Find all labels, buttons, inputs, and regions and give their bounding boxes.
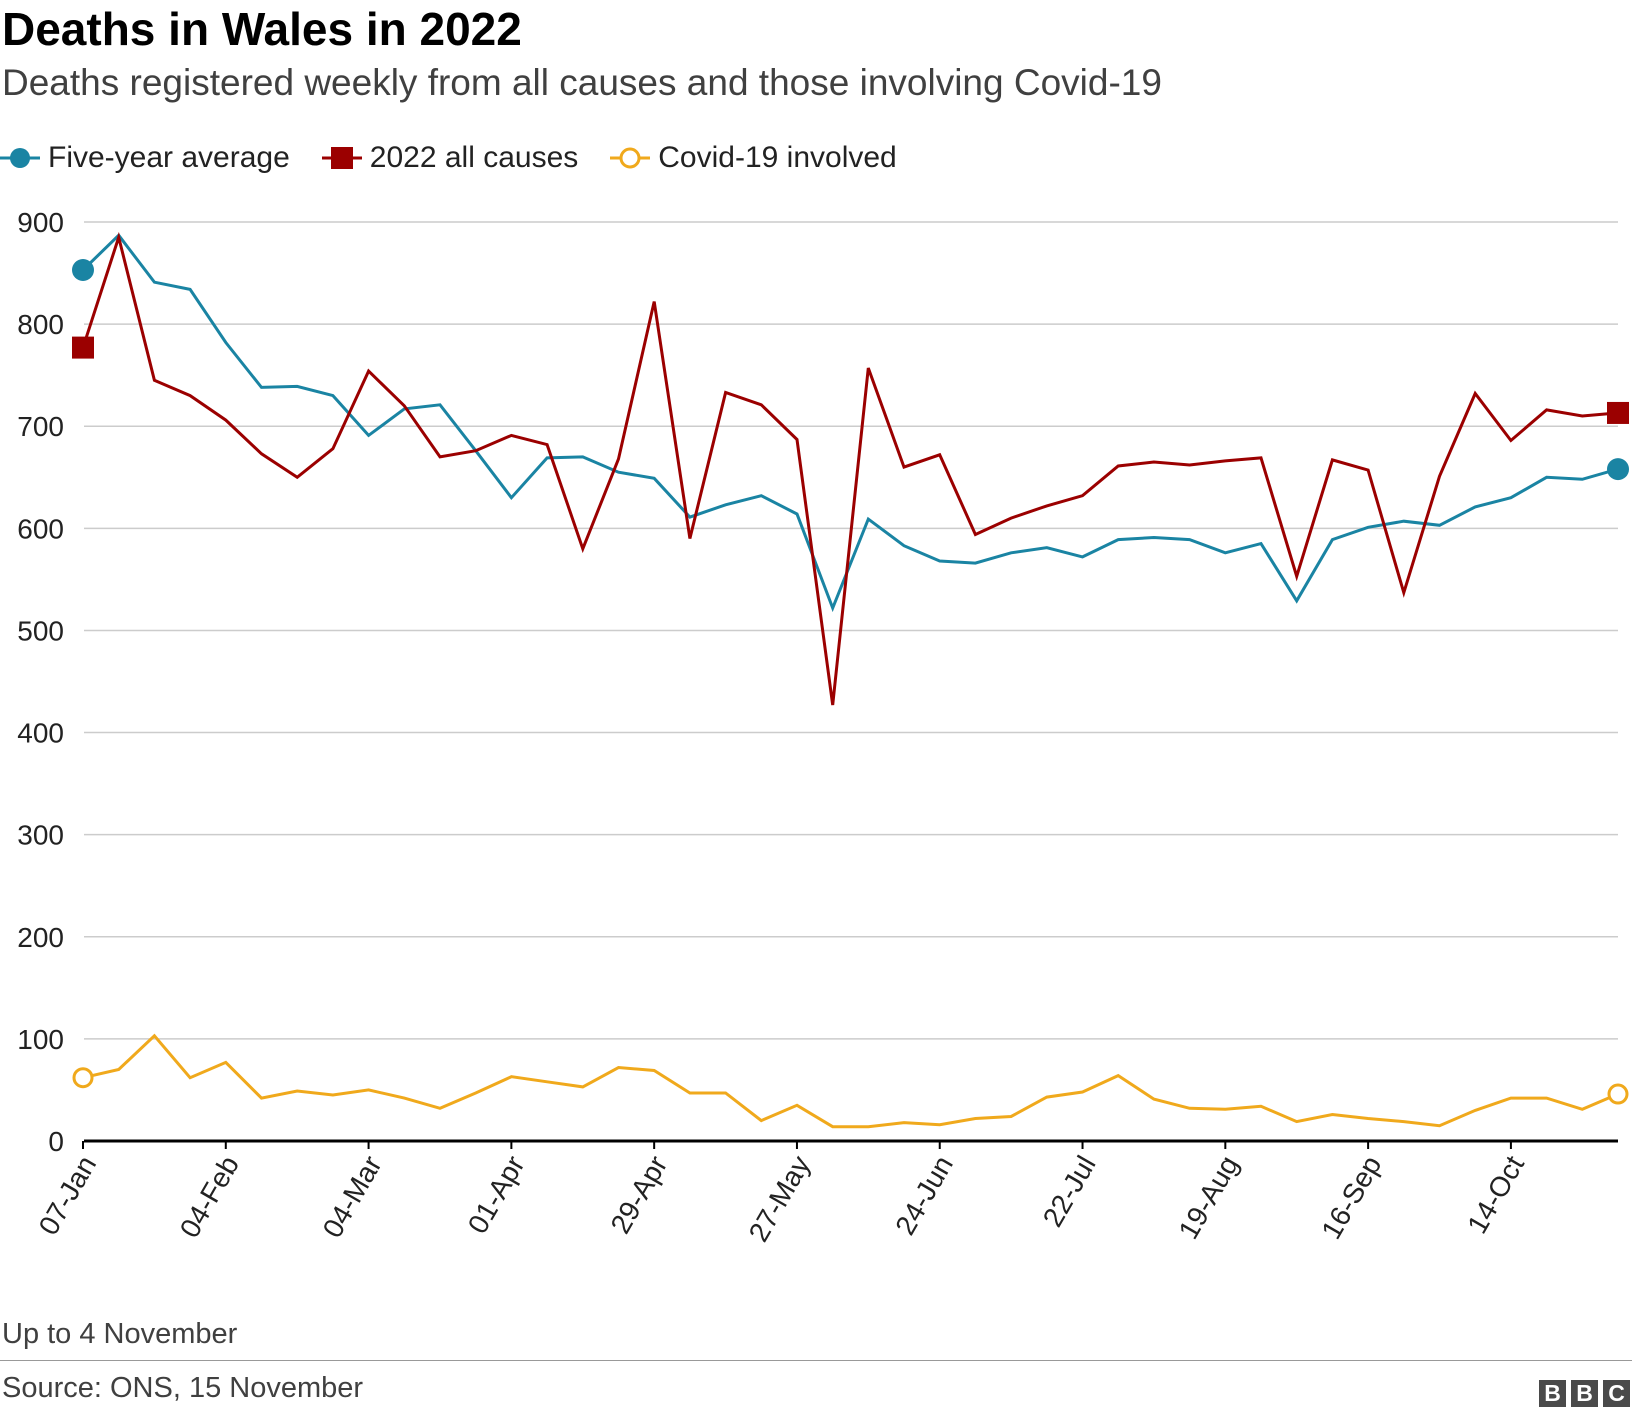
y-tick-label: 600: [17, 513, 64, 544]
series-endpoint-marker: [72, 1067, 94, 1089]
x-tick-label: 19-Aug: [1173, 1151, 1245, 1245]
chart-legend: Five-year average 2022 all causes Covid-…: [0, 138, 929, 178]
y-tick-label: 300: [17, 820, 64, 851]
x-tick-label: 14-Oct: [1461, 1150, 1530, 1238]
series-line: [81, 231, 1619, 706]
y-tick-label: 100: [17, 1024, 64, 1055]
x-tick-label: 01-Apr: [462, 1151, 531, 1239]
x-tick-label: 22-Jul: [1037, 1151, 1102, 1233]
legend-item-2022-all-causes: 2022 all causes: [321, 141, 579, 175]
series-line: [81, 233, 1619, 613]
footer-divider: [0, 1360, 1632, 1361]
bbc-logo: B B C: [1534, 1380, 1630, 1407]
y-tick-label: 700: [17, 411, 64, 442]
source-text: Source: ONS, 15 November: [2, 1372, 364, 1404]
legend-item-five-year-average: Five-year average: [0, 141, 290, 175]
chart-title: Deaths in Wales in 2022: [2, 3, 522, 55]
y-tick-label: 0: [48, 1126, 64, 1157]
y-tick-label: 200: [17, 922, 64, 953]
y-tick-label: 400: [17, 718, 64, 749]
legend-label: 2022 all causes: [369, 141, 579, 174]
bbc-logo-letter: C: [1603, 1380, 1630, 1407]
x-tick-label: 24-Jun: [889, 1151, 959, 1241]
y-tick-label: 800: [17, 309, 64, 340]
x-tick-label: 04-Mar: [317, 1151, 388, 1243]
x-tick-label: 29-Apr: [604, 1151, 673, 1239]
circle-marker-icon: [0, 148, 40, 168]
x-tick-label: 07-Jan: [33, 1151, 103, 1241]
series-endpoint-marker: [72, 258, 94, 281]
bbc-logo-letter: B: [1539, 1380, 1566, 1407]
series-endpoint-marker: [1607, 458, 1629, 481]
legend-label: Covid-19 involved: [658, 141, 897, 174]
y-tick-label: 500: [17, 615, 64, 646]
square-marker-icon: [321, 147, 362, 169]
bbc-logo-letter: B: [1571, 1380, 1598, 1407]
footnote: Up to 4 November: [2, 1318, 238, 1350]
x-tick-label: 16-Sep: [1315, 1151, 1387, 1245]
series-endpoint-marker: [72, 336, 94, 359]
series-endpoint-marker: [1607, 401, 1629, 424]
line-chart: 0 100 200 300 400 500 600 700 800 900 07-Jan 04-Feb…: [17, 207, 1629, 1247]
open-circle-marker-icon: [610, 147, 651, 169]
legend-item-covid-19-involved: Covid-19 involved: [610, 141, 897, 175]
y-tick-label: 900: [17, 207, 64, 238]
chart-subtitle: Deaths registered weekly from all causes…: [2, 62, 1162, 103]
series-line: [82, 1033, 1619, 1129]
legend-label: Five-year average: [48, 141, 290, 174]
series-endpoint-marker: [1607, 1083, 1629, 1105]
x-tick-label: 04-Feb: [174, 1151, 245, 1243]
x-tick-label: 27-May: [743, 1151, 817, 1247]
